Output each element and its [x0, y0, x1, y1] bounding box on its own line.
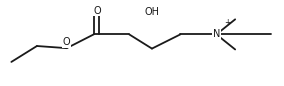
Text: N: N: [213, 29, 220, 39]
Text: +: +: [224, 18, 230, 27]
Text: O: O: [63, 37, 70, 47]
Text: OH: OH: [145, 7, 159, 17]
Text: N: N: [213, 29, 220, 39]
Text: O: O: [93, 6, 101, 16]
